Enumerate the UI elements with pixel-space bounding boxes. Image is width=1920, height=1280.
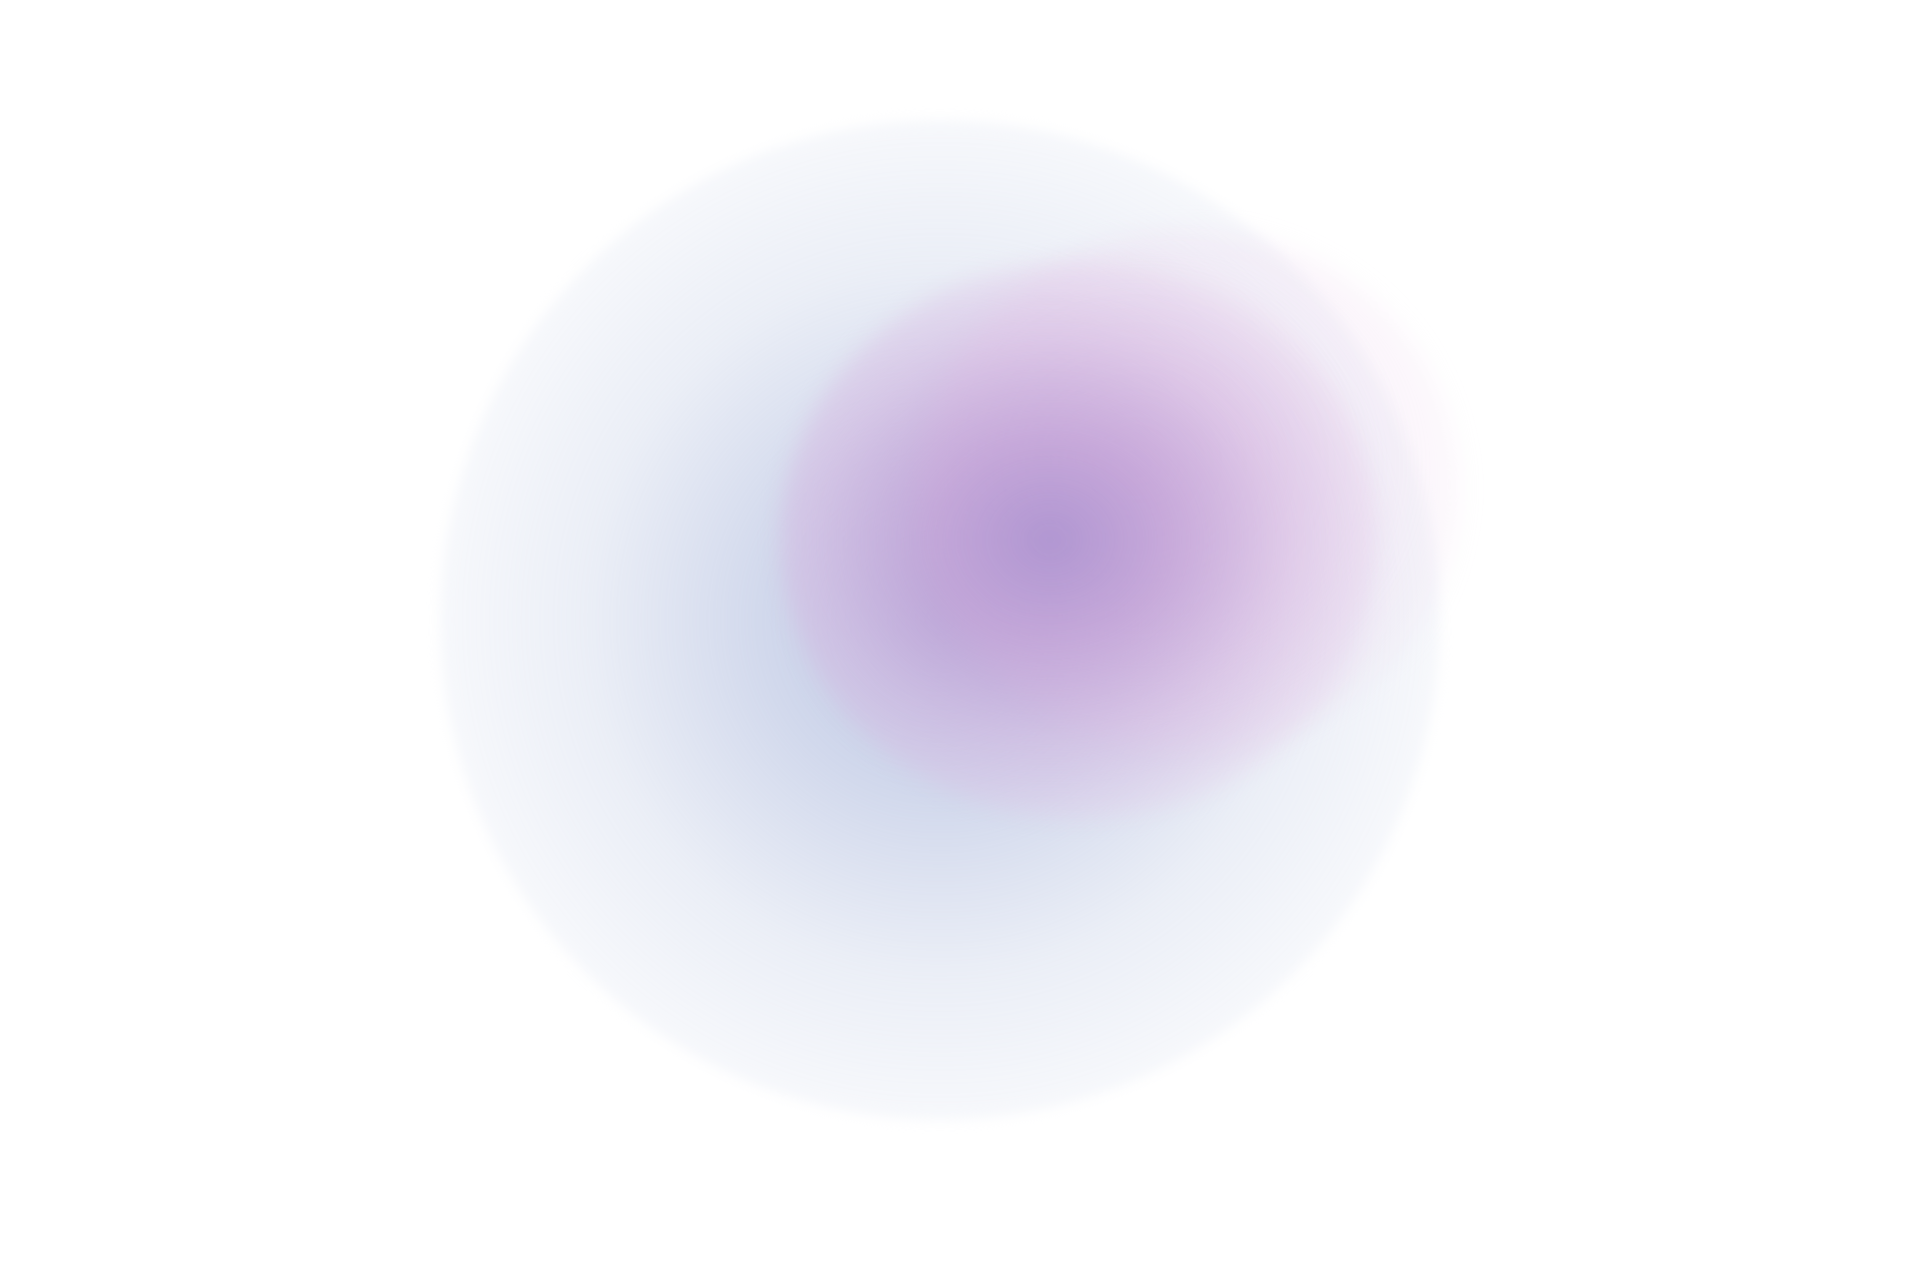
purple-glow xyxy=(780,260,1380,820)
